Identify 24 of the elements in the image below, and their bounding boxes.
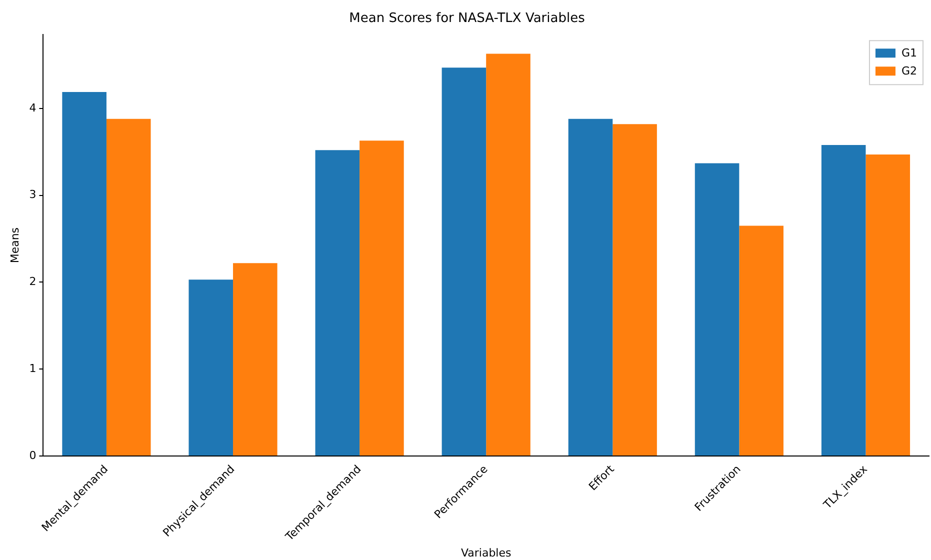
bar <box>866 154 910 456</box>
bar <box>568 118 613 456</box>
y-tick-label: 1 <box>29 362 36 375</box>
bar <box>739 226 784 456</box>
x-axis-title: Variables <box>460 546 512 560</box>
bar <box>612 124 657 456</box>
bar <box>233 263 278 456</box>
y-tick-label: 2 <box>29 275 36 288</box>
bar <box>62 92 106 456</box>
bar <box>821 144 866 456</box>
bar <box>360 140 404 456</box>
bar <box>188 280 234 456</box>
y-tick-label: 3 <box>29 188 36 202</box>
y-tick-label: 0 <box>29 448 36 462</box>
chart-title: Mean Scores for NASA-TLX Variables <box>349 11 586 26</box>
bar <box>486 54 530 456</box>
bar <box>315 150 360 456</box>
y-tick-label: 4 <box>29 101 36 114</box>
bar <box>106 118 151 456</box>
bar <box>694 163 740 456</box>
legend-label: G2 <box>901 64 918 78</box>
legend-label: G1 <box>901 46 918 60</box>
bar <box>442 68 486 456</box>
y-axis-title: Means <box>8 227 22 264</box>
